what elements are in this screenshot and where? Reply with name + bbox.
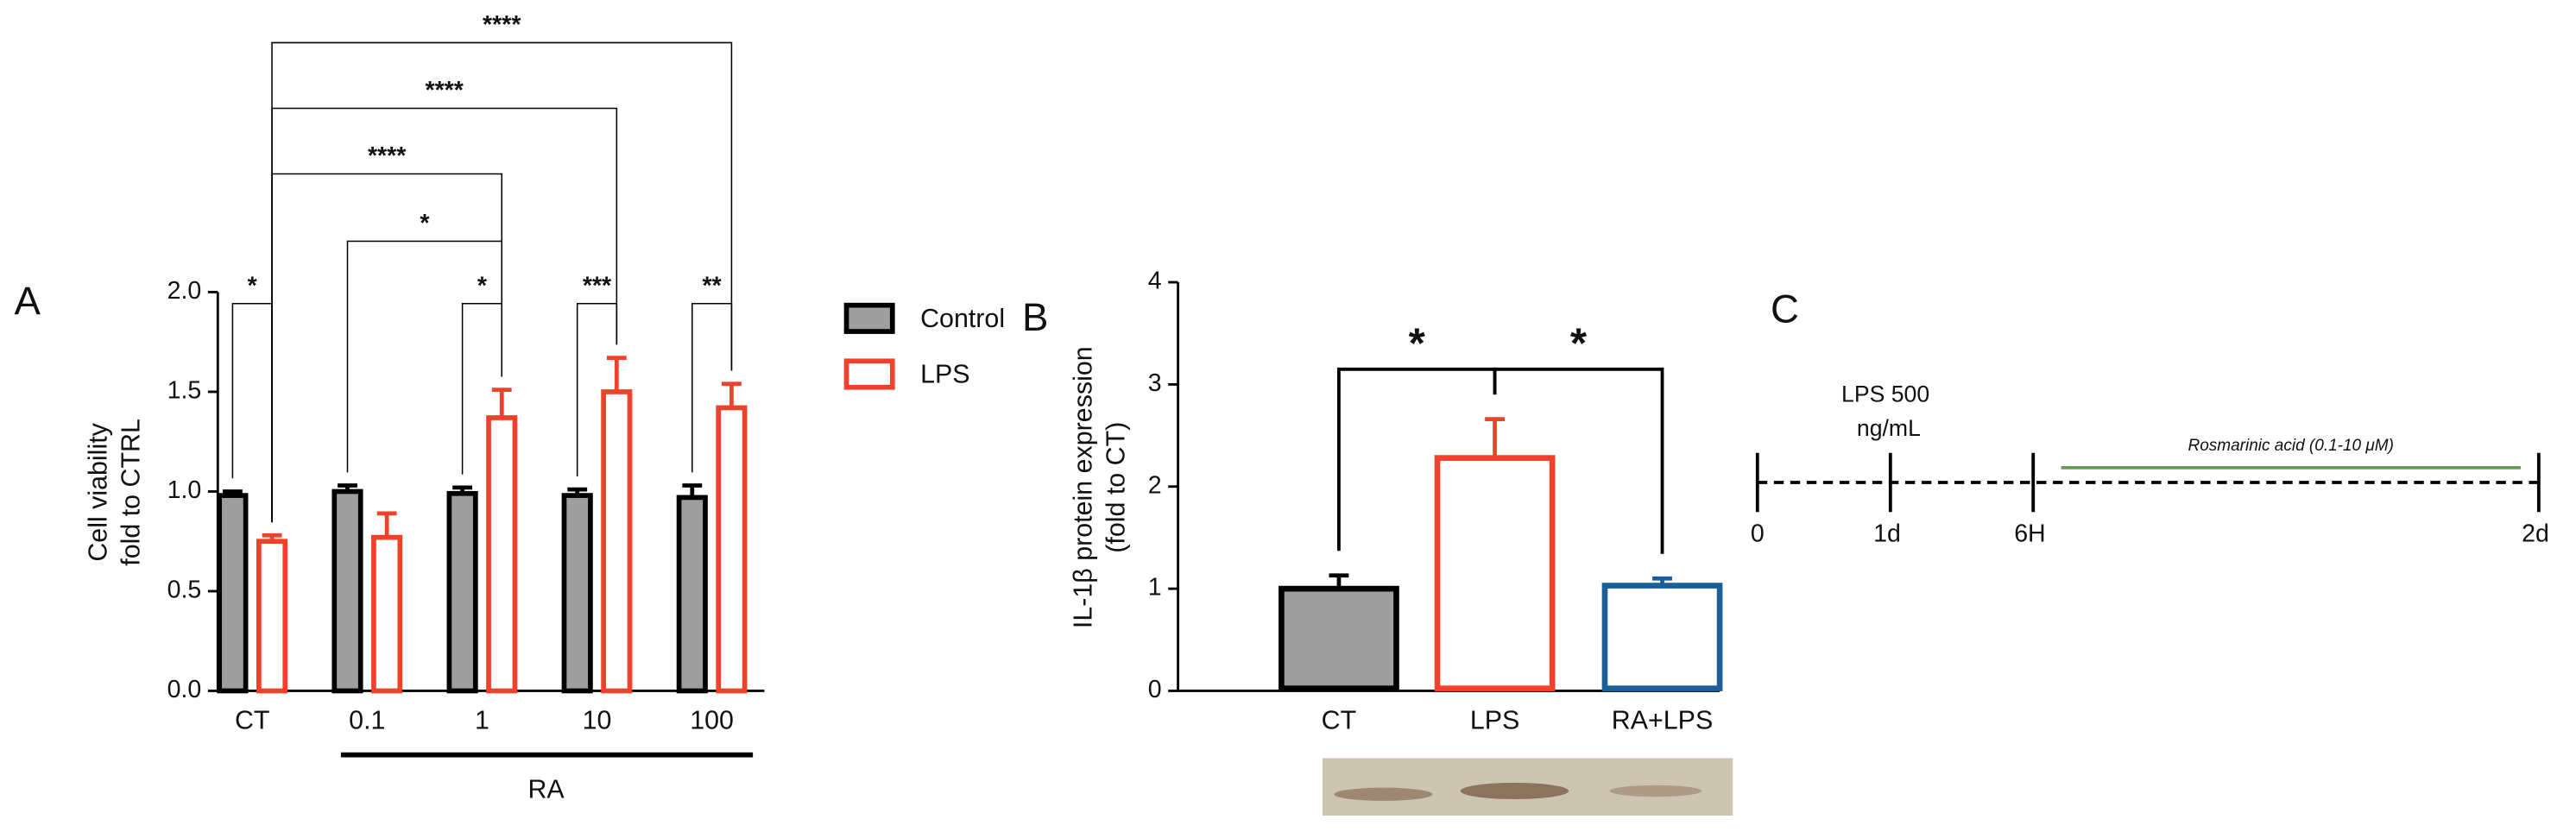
significance-bracket [271,41,733,523]
y-tick-label: 1.0 [167,476,202,504]
blot-band [1334,787,1433,801]
error-bar [722,381,742,408]
significance-label: **** [425,77,464,104]
y-tick-label: 1 [1148,574,1162,602]
y-axis-label: IL-1β protein expression [1068,346,1097,628]
legend-label: Control [920,304,1005,333]
timeline-tick-label: 0 [1751,520,1765,547]
x-tick-label: CT [235,706,270,735]
bar [561,493,593,694]
panel-label: A [15,279,41,323]
significance-bracket [231,302,273,523]
blot-band [1460,782,1569,799]
error-bar [1485,417,1505,458]
y-axis-label: fold to CTRL [116,419,145,566]
significance-label: * [477,272,488,299]
bar [1601,583,1723,691]
x-tick-label: 100 [690,706,734,735]
legend-swatch [843,358,895,390]
significance-label: **** [483,11,521,39]
bar [217,493,249,694]
panel-label: C [1771,287,1799,331]
y-tick-label: 4 [1148,268,1162,295]
significance-label: * [1570,319,1588,367]
y-tick-label: 2.0 [167,277,202,305]
significance-bracket [271,107,618,523]
significance-label: *** [583,272,612,299]
y-tick-label: 2 [1148,471,1162,499]
timeline-tick-label: 1d [1873,520,1901,547]
bar [486,415,518,694]
bar [1279,585,1399,691]
x-tick-label: LPS [1470,706,1519,735]
x-tick-label: CT [1322,706,1357,735]
timeline-tick-label: 2d [2522,520,2549,547]
blot-band [1609,785,1702,797]
panel-label: B [1022,295,1048,339]
group-label: RA [527,774,565,804]
significance-label: * [420,210,430,237]
error-bar [376,511,397,538]
error-bar [491,388,512,418]
significance-label: ** [703,272,723,299]
y-axis-label: (fold to CT) [1101,422,1130,553]
timeline-tick-label: 6H [2014,520,2045,547]
bar [371,534,403,694]
bar [716,405,748,694]
bar [256,539,288,694]
x-tick-label: RA+LPS [1612,706,1713,735]
legend-swatch [843,302,895,334]
event-label: ng/mL [1857,415,1921,441]
event-label: LPS 500 [1841,381,1929,407]
y-tick-label: 3 [1148,369,1162,397]
bar [446,490,478,694]
x-tick-label: 0.1 [349,706,385,735]
y-axis-label: Cell viability [83,422,112,561]
x-tick-label: 1 [475,706,489,735]
significance-label: **** [368,142,407,170]
bar [331,488,363,694]
legend-label: LPS [920,359,969,388]
treatment-label: Rosmarinic acid (0.1-10 μM) [2188,437,2394,455]
bar [676,495,708,694]
y-tick-label: 0.0 [167,676,202,703]
y-tick-label: 0.5 [167,577,202,604]
significance-bracket [1493,367,1664,554]
x-tick-label: 10 [583,706,612,735]
y-tick-label: 0 [1148,676,1162,703]
bar [1434,455,1556,691]
significance-label: * [1409,319,1426,367]
bar [601,389,633,694]
significance-label: * [248,272,258,299]
y-tick-label: 1.5 [167,376,202,404]
error-bar [606,356,627,392]
significance-bracket [271,173,502,523]
